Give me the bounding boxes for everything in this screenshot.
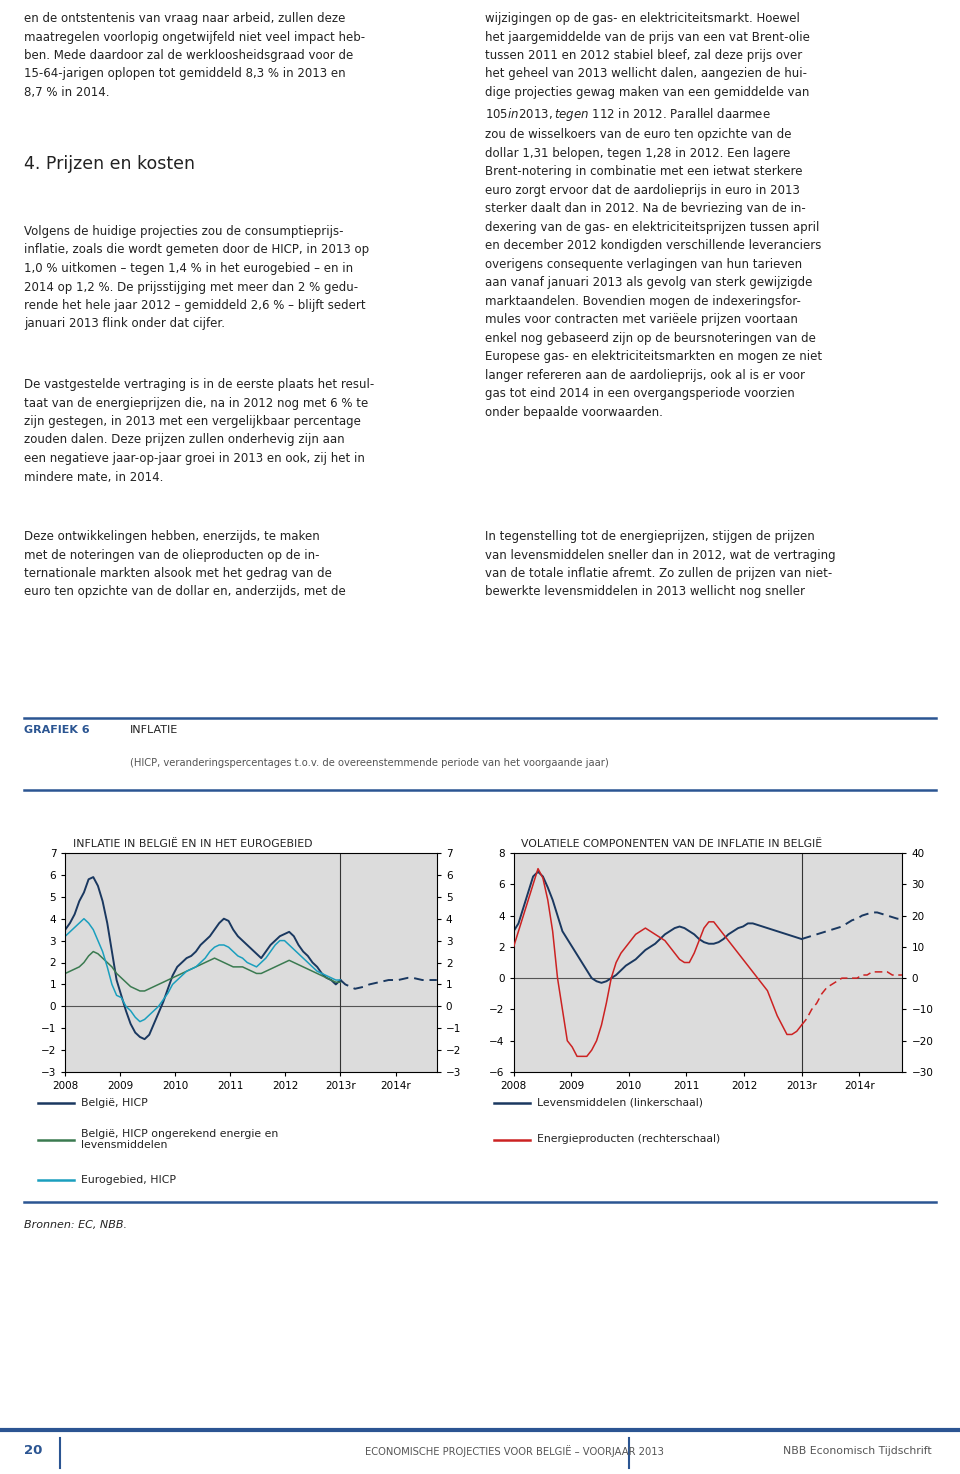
Text: Deze ontwikkelingen hebben, enerzijds, te maken
met de noteringen van de oliepro: Deze ontwikkelingen hebben, enerzijds, t… xyxy=(24,531,346,598)
Text: Energieproducten (rechterschaal): Energieproducten (rechterschaal) xyxy=(538,1135,721,1144)
Text: België, HICP: België, HICP xyxy=(81,1098,147,1107)
Text: Levensmiddelen (linkerschaal): Levensmiddelen (linkerschaal) xyxy=(538,1098,704,1107)
Text: Eurogebied, HICP: Eurogebied, HICP xyxy=(81,1175,176,1185)
Text: en de ontstentenis van vraag naar arbeid, zullen deze
maatregelen voorlopig onge: en de ontstentenis van vraag naar arbeid… xyxy=(24,12,365,99)
Text: VOLATIELE COMPONENTEN VAN DE INFLATIE IN BELGIË: VOLATIELE COMPONENTEN VAN DE INFLATIE IN… xyxy=(521,840,823,849)
Text: INFLATIE IN BELGIË EN IN HET EUROGEBIED: INFLATIE IN BELGIË EN IN HET EUROGEBIED xyxy=(73,840,312,849)
Text: GRAFIEK 6: GRAFIEK 6 xyxy=(24,725,89,734)
Text: 20: 20 xyxy=(24,1445,42,1458)
Text: NBB Economisch Tijdschrift: NBB Economisch Tijdschrift xyxy=(782,1446,931,1456)
Text: In tegenstelling tot de energieprijzen, stijgen de prijzen
van levensmiddelen sn: In tegenstelling tot de energieprijzen, … xyxy=(485,531,835,598)
Text: Bronnen: EC, NBB.: Bronnen: EC, NBB. xyxy=(24,1220,127,1229)
Text: De vastgestelde vertraging is in de eerste plaats het resul-
taat van de energie: De vastgestelde vertraging is in de eers… xyxy=(24,377,374,483)
Text: Volgens de huidige projecties zou de consumptieprijs-
inflatie, zoals die wordt : Volgens de huidige projecties zou de con… xyxy=(24,226,370,330)
Text: INFLATIE: INFLATIE xyxy=(130,725,178,734)
Text: 4. Prijzen en kosten: 4. Prijzen en kosten xyxy=(24,155,195,172)
Text: (HICP, veranderingspercentages t.o.v. de overeenstemmende periode van het voorga: (HICP, veranderingspercentages t.o.v. de… xyxy=(130,758,609,768)
Text: ECONOMISCHE PROJECTIES VOOR BELGIË – VOORJAAR 2013: ECONOMISCHE PROJECTIES VOOR BELGIË – VOO… xyxy=(365,1445,663,1456)
Text: België, HICP ongerekend energie en
levensmiddelen: België, HICP ongerekend energie en leven… xyxy=(81,1129,277,1150)
Text: wijzigingen op de gas- en elektriciteitsmarkt. Hoewel
het jaargemiddelde van de : wijzigingen op de gas- en elektriciteits… xyxy=(485,12,822,419)
